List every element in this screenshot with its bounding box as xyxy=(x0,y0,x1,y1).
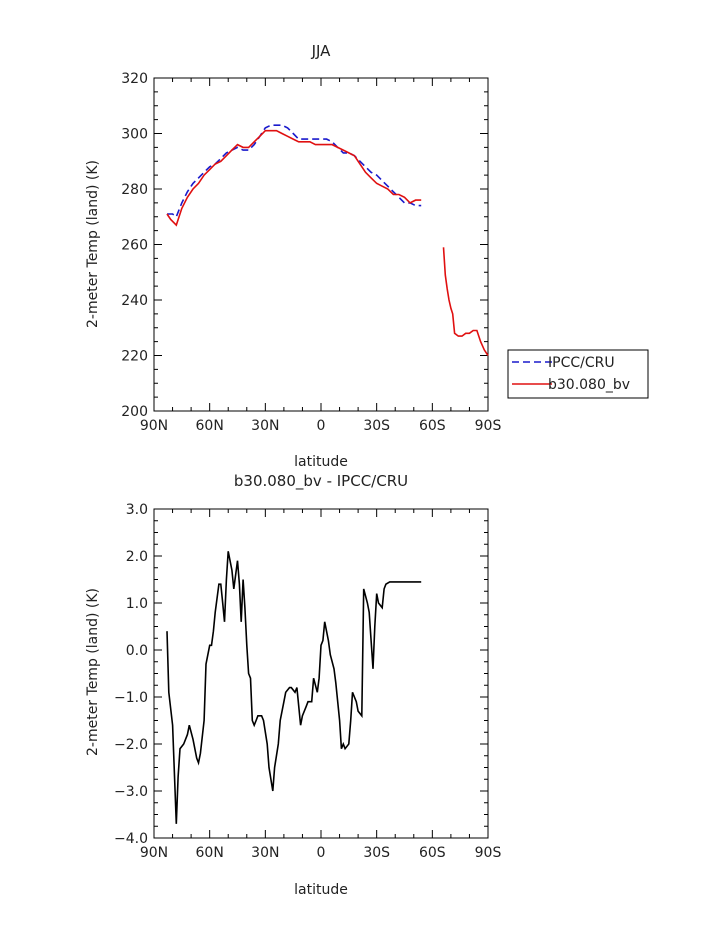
x-axis-label: latitude xyxy=(294,882,348,898)
series-line xyxy=(167,124,422,219)
y-tick-label: 240 xyxy=(121,293,148,309)
y-tick-label: 1.0 xyxy=(126,596,148,612)
y-tick-label: −4.0 xyxy=(114,831,148,847)
x-tick-label: 30N xyxy=(251,418,279,434)
x-tick-label: 30S xyxy=(363,845,390,861)
y-tick-label: −3.0 xyxy=(114,784,148,800)
x-tick-label: 90N xyxy=(140,418,168,434)
y-tick-label: 260 xyxy=(121,238,148,254)
chart-difference: b30.080_bv - IPCC/CRU 90N 60N 30N 0 30S 60S 90… xyxy=(85,472,501,898)
y-tick-label: 300 xyxy=(121,127,148,143)
x-tick-label: 90S xyxy=(475,418,502,434)
chart-title: b30.080_bv - IPCC/CRU xyxy=(234,472,408,491)
y-axis-label: 2-meter Temp (land) (K) xyxy=(85,160,101,328)
series-line xyxy=(166,551,422,824)
y-tick-label: 320 xyxy=(121,71,148,87)
y-tick-label: 220 xyxy=(121,349,148,365)
y-tick-label: 200 xyxy=(121,404,148,420)
x-tick-label: 30S xyxy=(363,418,390,434)
y-tick-label: 2.0 xyxy=(126,549,148,565)
chart-jja: JJA 90N 60N 30N 0 30S 60S 90S 200 220 240 260 280 30… xyxy=(85,42,649,470)
legend: IPCC/CRU b30.080_bv xyxy=(507,349,649,399)
x-tick-label: 60S xyxy=(419,845,446,861)
x-tick-label: 90S xyxy=(475,845,502,861)
x-tick-label: 90N xyxy=(140,845,168,861)
x-tick-label: 0 xyxy=(317,845,326,861)
x-tick-label: 30N xyxy=(251,845,279,861)
x-tick-label: 60S xyxy=(419,418,446,434)
plot-frame xyxy=(153,508,489,839)
y-tick-label: −1.0 xyxy=(114,690,148,706)
legend-box xyxy=(507,349,649,399)
y-tick-label: 280 xyxy=(121,182,148,198)
x-axis-label: latitude xyxy=(294,454,348,470)
y-tick-label: 0.0 xyxy=(126,643,148,659)
series-line xyxy=(442,247,489,356)
x-tick-label: 0 xyxy=(317,418,326,434)
y-tick-label: 3.0 xyxy=(126,502,148,518)
legend-label: IPCC/CRU xyxy=(548,355,615,371)
legend-label: b30.080_bv xyxy=(548,377,630,393)
y-axis-label: 2-meter Temp (land) (K) xyxy=(85,588,101,756)
x-tick-label: 60N xyxy=(196,845,224,861)
plot-frame xyxy=(153,77,489,412)
y-tick-label: −2.0 xyxy=(114,737,148,753)
plot-area: 90N 60N 30N 0 30S 60S 90S 200 220 240 260 280 300 320 xyxy=(121,71,501,434)
plot-area: 90N 60N 30N 0 30S 60S 90S −4.0 −3.0 −2.0 −1.0 0.0 1.… xyxy=(114,502,501,861)
x-tick-label: 60N xyxy=(196,418,224,434)
chart-title: JJA xyxy=(311,42,332,60)
series-line xyxy=(166,129,422,227)
